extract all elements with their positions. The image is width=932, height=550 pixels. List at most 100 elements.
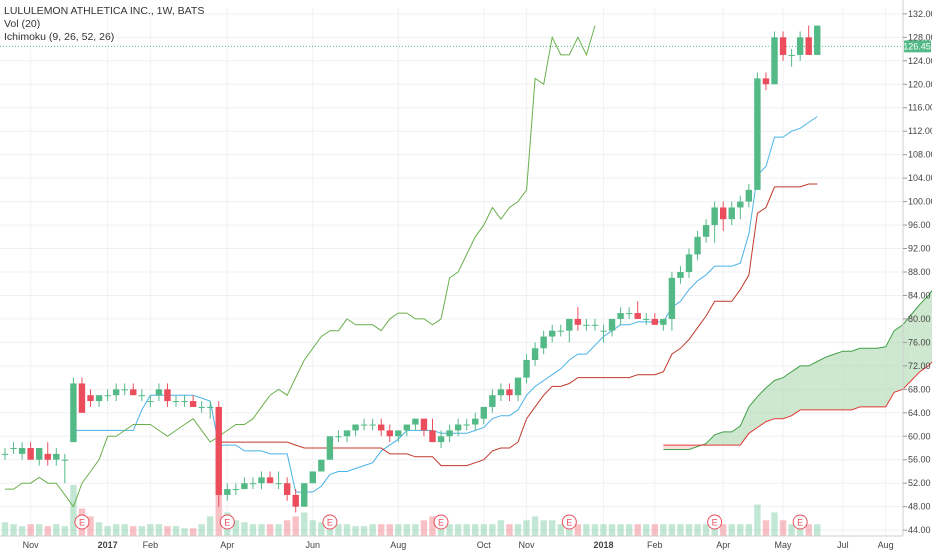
volume-bar bbox=[600, 524, 607, 536]
time-tick-label: Oct bbox=[477, 540, 492, 550]
candle-body bbox=[429, 430, 436, 443]
candle-body bbox=[95, 395, 103, 402]
earnings-marker bbox=[74, 514, 90, 530]
candle-body bbox=[292, 494, 299, 507]
candle-body bbox=[566, 318, 573, 331]
time-tick-label: Jun bbox=[306, 540, 321, 550]
volume-bar bbox=[779, 520, 787, 536]
candle-body bbox=[634, 313, 641, 319]
candle-body bbox=[138, 395, 145, 397]
volume-bar bbox=[506, 524, 513, 536]
volume-bar bbox=[27, 524, 34, 536]
volume-bar bbox=[429, 516, 436, 536]
volume-bar bbox=[130, 526, 137, 536]
volume-bar bbox=[61, 526, 69, 536]
volume-bar bbox=[711, 524, 718, 536]
candle-body bbox=[249, 483, 257, 485]
candle-body bbox=[728, 207, 735, 220]
symbol-title[interactable]: LULULEMON ATHLETICA INC., 1W, BATS bbox=[4, 5, 205, 17]
price-tick-label: 104.00 bbox=[908, 173, 932, 183]
price-tick-label: 92.00 bbox=[908, 244, 931, 254]
volume-bar bbox=[386, 524, 393, 536]
price-tick-label: 100.00 bbox=[908, 197, 932, 207]
time-tick-label: May bbox=[775, 540, 793, 550]
kijun-sen-line bbox=[218, 183, 818, 467]
cloud-segment bbox=[808, 361, 818, 410]
price-tick-label: 56.00 bbox=[908, 455, 931, 465]
volume-bar bbox=[420, 520, 428, 536]
volume-bar bbox=[266, 524, 274, 536]
candle-body bbox=[369, 424, 376, 426]
candle-body bbox=[754, 78, 761, 190]
volume-bar bbox=[720, 524, 727, 536]
cloud-segment bbox=[800, 365, 809, 410]
candle-body bbox=[814, 25, 821, 55]
candle-body bbox=[301, 483, 308, 507]
candle-body bbox=[121, 389, 128, 391]
ichimoku-indicator-label[interactable]: Ichimoku (9, 26, 52, 26) bbox=[4, 31, 115, 43]
cloud-segment bbox=[834, 351, 843, 410]
volume-bar bbox=[771, 512, 778, 536]
volume-bar bbox=[660, 524, 667, 536]
volume-bar bbox=[608, 524, 616, 536]
volume-bar bbox=[514, 524, 522, 536]
chikou-span-line bbox=[5, 25, 596, 508]
volume-bar bbox=[241, 522, 248, 536]
price-tick-label: 108.00 bbox=[908, 150, 932, 160]
candle-body bbox=[352, 424, 359, 431]
earnings-marker-label: E bbox=[79, 518, 85, 528]
volume-bar bbox=[198, 524, 205, 536]
volume-bar bbox=[583, 524, 590, 536]
volume-bar bbox=[378, 524, 385, 536]
volume-bar bbox=[531, 516, 539, 536]
price-tick-label: 128.00 bbox=[908, 32, 932, 42]
candle-body bbox=[104, 395, 111, 397]
volume-bar bbox=[258, 524, 265, 536]
volume-bar bbox=[591, 524, 599, 536]
volume-bar bbox=[497, 520, 505, 536]
volume-bar bbox=[694, 524, 701, 536]
volume-bar bbox=[762, 520, 770, 536]
price-axis[interactable]: 44.00 48.00 52.00 56.00 60.00 64.00 68.00 72.00… bbox=[902, 0, 932, 536]
candle-body bbox=[326, 436, 334, 460]
volume-indicator-label[interactable]: Vol (20) bbox=[4, 18, 41, 30]
candle-body bbox=[36, 448, 43, 460]
candle-body bbox=[583, 324, 590, 326]
volume-bar bbox=[70, 484, 77, 536]
time-tick-label: Apr bbox=[220, 540, 234, 550]
price-tick-label: 88.00 bbox=[908, 267, 931, 277]
volume-bar bbox=[702, 524, 710, 536]
candle-body bbox=[668, 277, 676, 319]
tenkan-sen-line bbox=[73, 116, 818, 493]
candle-body bbox=[472, 418, 479, 425]
time-axis[interactable]: Nov 2017 Feb Apr Jun Aug Oct Nov 2018 Feb Apr May Ju… bbox=[0, 535, 903, 550]
candle-body bbox=[53, 453, 60, 460]
cloud-segment bbox=[902, 314, 912, 390]
candle-body bbox=[420, 418, 428, 431]
cloud-segment bbox=[894, 324, 903, 393]
volume-bar bbox=[745, 524, 753, 536]
candle-body bbox=[497, 389, 505, 396]
volume-bar bbox=[292, 516, 299, 536]
earnings-marker-label: E bbox=[797, 518, 803, 528]
volume-bar bbox=[275, 524, 282, 536]
volume-bar bbox=[181, 528, 188, 536]
volume-bar bbox=[121, 524, 128, 536]
candle-body bbox=[608, 318, 616, 331]
volume-bar bbox=[18, 526, 26, 536]
cloud-segment bbox=[791, 365, 801, 416]
time-tick-label: Nov bbox=[23, 540, 40, 550]
price-tick-label: 120.00 bbox=[908, 79, 932, 89]
volume-bar bbox=[44, 526, 51, 536]
cloud-segment bbox=[714, 431, 724, 446]
time-tick-label: Feb bbox=[143, 540, 159, 550]
cloud-segment bbox=[825, 354, 835, 410]
candle-body bbox=[685, 254, 693, 272]
volume-bar bbox=[10, 524, 17, 536]
candle-body bbox=[651, 318, 658, 325]
earnings-marker bbox=[433, 514, 449, 530]
earnings-marker bbox=[219, 514, 235, 530]
volume-bar bbox=[472, 524, 479, 536]
